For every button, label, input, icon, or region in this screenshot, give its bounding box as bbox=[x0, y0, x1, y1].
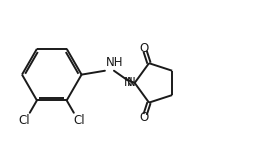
Text: O: O bbox=[140, 111, 149, 124]
Text: N: N bbox=[124, 76, 133, 89]
Text: Cl: Cl bbox=[18, 114, 30, 127]
Text: O: O bbox=[140, 42, 149, 55]
Text: N: N bbox=[126, 76, 135, 89]
Text: NH: NH bbox=[105, 56, 123, 69]
Text: Cl: Cl bbox=[74, 114, 85, 127]
